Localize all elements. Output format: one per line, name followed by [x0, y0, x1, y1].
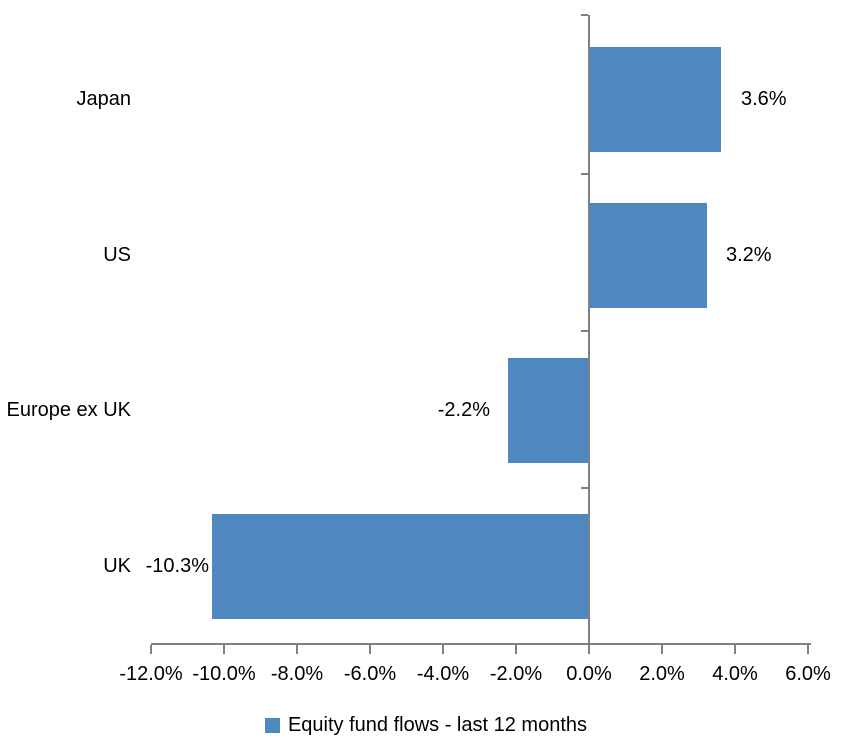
- bar-us: [590, 203, 707, 308]
- x-tick-label: 2.0%: [639, 663, 685, 685]
- x-axis-tick: [442, 645, 444, 654]
- legend-label: Equity fund flows - last 12 months: [287, 713, 588, 736]
- legend-swatch-icon: [264, 717, 280, 733]
- x-axis-tick: [588, 645, 590, 654]
- x-axis-tick: [807, 645, 809, 654]
- x-tick-label: -12.0%: [119, 663, 183, 685]
- x-tick-label: -2.0%: [489, 663, 543, 685]
- y-axis-tick: [581, 330, 588, 332]
- value-label: -2.2%: [437, 399, 490, 421]
- x-tick-label: -6.0%: [343, 663, 397, 685]
- y-axis-line: [588, 15, 590, 645]
- x-axis-line: [151, 643, 811, 645]
- x-tick-label: -8.0%: [270, 663, 324, 685]
- value-label: 3.2%: [726, 244, 772, 266]
- x-tick-label: -4.0%: [416, 663, 470, 685]
- category-label: US: [103, 244, 131, 266]
- category-label: UK: [103, 555, 131, 577]
- x-tick-label: 4.0%: [712, 663, 758, 685]
- x-tick-label: 0.0%: [566, 663, 612, 685]
- x-axis-tick: [369, 645, 371, 654]
- x-axis-tick: [515, 645, 517, 654]
- y-axis-tick: [581, 487, 588, 489]
- legend: Equity fund flows - last 12 months: [0, 711, 852, 739]
- bar-japan: [590, 47, 721, 152]
- x-axis-tick: [223, 645, 225, 654]
- value-label: 3.6%: [741, 88, 787, 110]
- x-axis-tick: [661, 645, 663, 654]
- y-axis-tick: [581, 14, 588, 16]
- x-axis-tick: [150, 645, 152, 654]
- y-axis-tick: [581, 173, 588, 175]
- x-tick-label: 6.0%: [785, 663, 831, 685]
- bar-uk: [212, 514, 588, 619]
- x-tick-label: -10.0%: [192, 663, 256, 685]
- category-label: Europe ex UK: [6, 399, 131, 421]
- x-axis-tick: [296, 645, 298, 654]
- category-label: Japan: [76, 88, 132, 110]
- value-label: -10.3%: [145, 555, 209, 577]
- x-axis-tick: [734, 645, 736, 654]
- bar-europe-ex-uk: [508, 358, 588, 463]
